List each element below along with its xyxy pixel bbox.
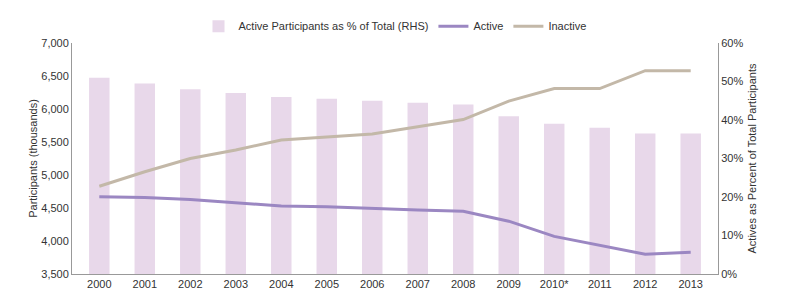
svg-text:2003: 2003: [224, 278, 248, 290]
svg-text:2008: 2008: [451, 278, 475, 290]
svg-text:30%: 30%: [721, 152, 743, 164]
svg-text:0%: 0%: [721, 268, 737, 280]
svg-text:Active Participants as % of To: Active Participants as % of Total (RHS): [239, 20, 429, 32]
svg-text:4,000: 4,000: [41, 235, 69, 247]
svg-text:2013: 2013: [678, 278, 702, 290]
svg-text:2001: 2001: [133, 278, 157, 290]
svg-text:2000: 2000: [87, 278, 111, 290]
svg-text:5,000: 5,000: [41, 169, 69, 181]
svg-text:2004: 2004: [269, 278, 293, 290]
svg-text:3,500: 3,500: [41, 268, 69, 280]
svg-text:Participants (thousands): Participants (thousands): [27, 99, 39, 218]
svg-text:6,000: 6,000: [41, 103, 69, 115]
svg-text:2007: 2007: [406, 278, 430, 290]
svg-text:20%: 20%: [721, 191, 743, 203]
svg-text:2010*: 2010*: [540, 278, 569, 290]
svg-text:7,000: 7,000: [41, 37, 69, 49]
svg-text:6,500: 6,500: [41, 70, 69, 82]
svg-text:2012: 2012: [633, 278, 657, 290]
svg-text:2005: 2005: [315, 278, 339, 290]
svg-text:Actives as Percent of Total Pa: Actives as Percent of Total Participants: [746, 63, 758, 253]
svg-text:2009: 2009: [496, 278, 520, 290]
svg-text:60%: 60%: [721, 37, 743, 49]
svg-text:4,500: 4,500: [41, 202, 69, 214]
svg-text:Active: Active: [473, 20, 503, 32]
svg-text:10%: 10%: [721, 229, 743, 241]
svg-text:2006: 2006: [360, 278, 384, 290]
svg-text:5,500: 5,500: [41, 136, 69, 148]
svg-text:Inactive: Inactive: [548, 20, 586, 32]
svg-text:2002: 2002: [178, 278, 202, 290]
svg-text:50%: 50%: [721, 75, 743, 87]
svg-text:2011: 2011: [588, 278, 612, 290]
svg-text:40%: 40%: [721, 114, 743, 126]
